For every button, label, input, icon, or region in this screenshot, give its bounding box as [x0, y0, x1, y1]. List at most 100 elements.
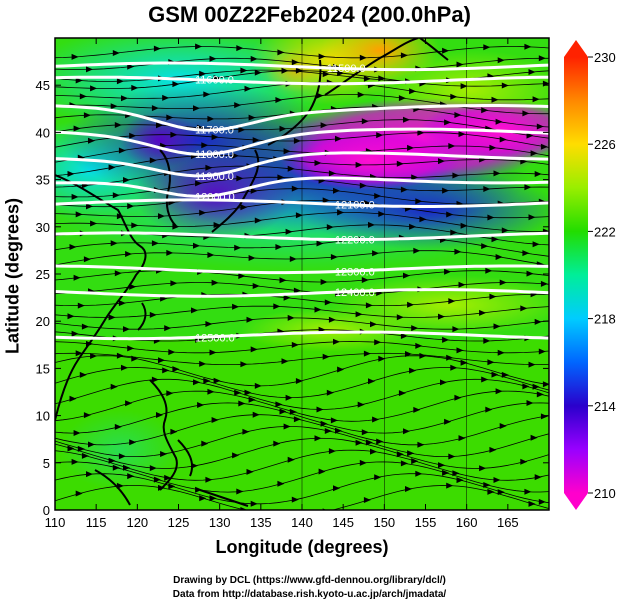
wind-arrow [335, 135, 342, 142]
wind-arrow [448, 453, 456, 460]
wind-arrow [90, 353, 98, 359]
wind-arrow [446, 211, 454, 218]
wind-arrow [396, 314, 404, 321]
contour-label: 12200.0 [335, 234, 375, 246]
contour-label: 11600.0 [195, 75, 234, 87]
y-axis-ticks: 0 5 10 15 20 25 30 35 40 45 [36, 78, 549, 518]
wind-arrow [538, 55, 546, 62]
wind-arrow [90, 85, 98, 92]
wind-arrow [209, 55, 217, 62]
wind-arrow [116, 352, 124, 359]
wind-arrow [400, 460, 408, 467]
wind-arrow [448, 143, 456, 149]
colorbar-tick-label: 230 [594, 50, 616, 65]
wind-arrow [162, 94, 170, 101]
wind-arrow [118, 147, 126, 154]
contour-label: 11700.0 [195, 125, 234, 137]
wind-arrow [287, 456, 295, 463]
height-contours [55, 61, 549, 341]
wind-arrow [129, 283, 137, 290]
wind-arrow [205, 321, 213, 327]
wind-arrow [485, 406, 493, 413]
credit-drawing: Drawing by DCL (https://www.gfd-dennou.o… [173, 575, 446, 586]
wind-arrow [164, 474, 172, 481]
wind-arrow [75, 211, 83, 218]
wind-arrow [71, 330, 79, 337]
wind-arrow [497, 349, 505, 356]
wind-arrow [277, 174, 285, 181]
contour-line [55, 75, 549, 86]
wind-arrow [213, 222, 221, 228]
wind-arrow [324, 428, 332, 434]
x-tick-label: 165 [497, 515, 519, 530]
y-tick-label: 15 [36, 361, 50, 376]
wind-arrow [79, 371, 87, 378]
wind-arrow [493, 170, 501, 177]
wind-arrow [448, 298, 456, 305]
wind-arrow [248, 255, 256, 261]
wind-arrow [195, 43, 203, 50]
x-axis-label: Longitude (degrees) [215, 537, 389, 557]
wind-arrow [108, 314, 116, 321]
wind-arrow [158, 357, 165, 364]
wind-arrow [240, 361, 248, 368]
wind-arrow [495, 118, 503, 125]
wind-arrow [172, 81, 180, 88]
wind-arrow [330, 417, 338, 424]
wind-arrow [110, 383, 118, 390]
wind-arrow [232, 152, 240, 159]
wind-arrow [460, 359, 468, 366]
wind-arrow [522, 383, 530, 390]
wind-arrow [71, 53, 79, 60]
wind-arrow [359, 54, 367, 61]
wind-arrow [458, 281, 466, 288]
wind-arrow [526, 270, 534, 277]
y-tick-label: 30 [36, 220, 50, 235]
colorbar-tick-label: 218 [594, 312, 616, 327]
y-tick-label: 0 [43, 503, 50, 518]
contour-label: 12100.0 [335, 199, 375, 211]
wind-arrow [528, 361, 536, 368]
wind-arrow [479, 465, 487, 472]
wind-arrow [86, 66, 93, 73]
wind-arrow [361, 118, 369, 125]
wind-arrow [75, 350, 83, 357]
wind-arrow [203, 91, 211, 98]
wind-arrow [279, 277, 287, 284]
wind-arrow [73, 125, 81, 132]
wind-arrow [129, 439, 137, 446]
wind-arrow [273, 440, 281, 447]
wind-arrow [320, 420, 328, 427]
wind-arrow [495, 254, 503, 260]
wind-arrow [156, 412, 163, 418]
wind-arrow [330, 254, 338, 260]
wind-arrow [71, 458, 79, 465]
wind-arrow [110, 240, 118, 247]
colorbar-ramp [564, 57, 588, 493]
wind-arrow [530, 150, 538, 157]
wind-arrow [483, 337, 491, 344]
wind-arrow [314, 306, 322, 313]
colorbar-tick-label: 222 [594, 224, 616, 239]
wind-arrow [542, 381, 549, 388]
wind-arrow [207, 115, 215, 122]
wind-arrow [438, 158, 445, 165]
contour-line [55, 104, 549, 132]
wind-arrow [396, 160, 404, 167]
wind-arrow [337, 209, 345, 216]
wind-arrow [368, 378, 375, 385]
wind-arrow [359, 182, 367, 189]
wind-arrow [495, 388, 503, 395]
wind-arrow [326, 389, 334, 396]
wind-arrow [149, 465, 157, 472]
wind-arrow [254, 382, 262, 389]
wind-arrow [442, 187, 450, 194]
wind-arrow [205, 164, 213, 171]
wind-arrow [456, 61, 464, 68]
wind-arrow [400, 52, 408, 59]
wind-arrow [456, 347, 464, 354]
wind-arrow [166, 390, 174, 397]
wind-arrow [479, 309, 487, 316]
wind-arrow [460, 83, 468, 90]
